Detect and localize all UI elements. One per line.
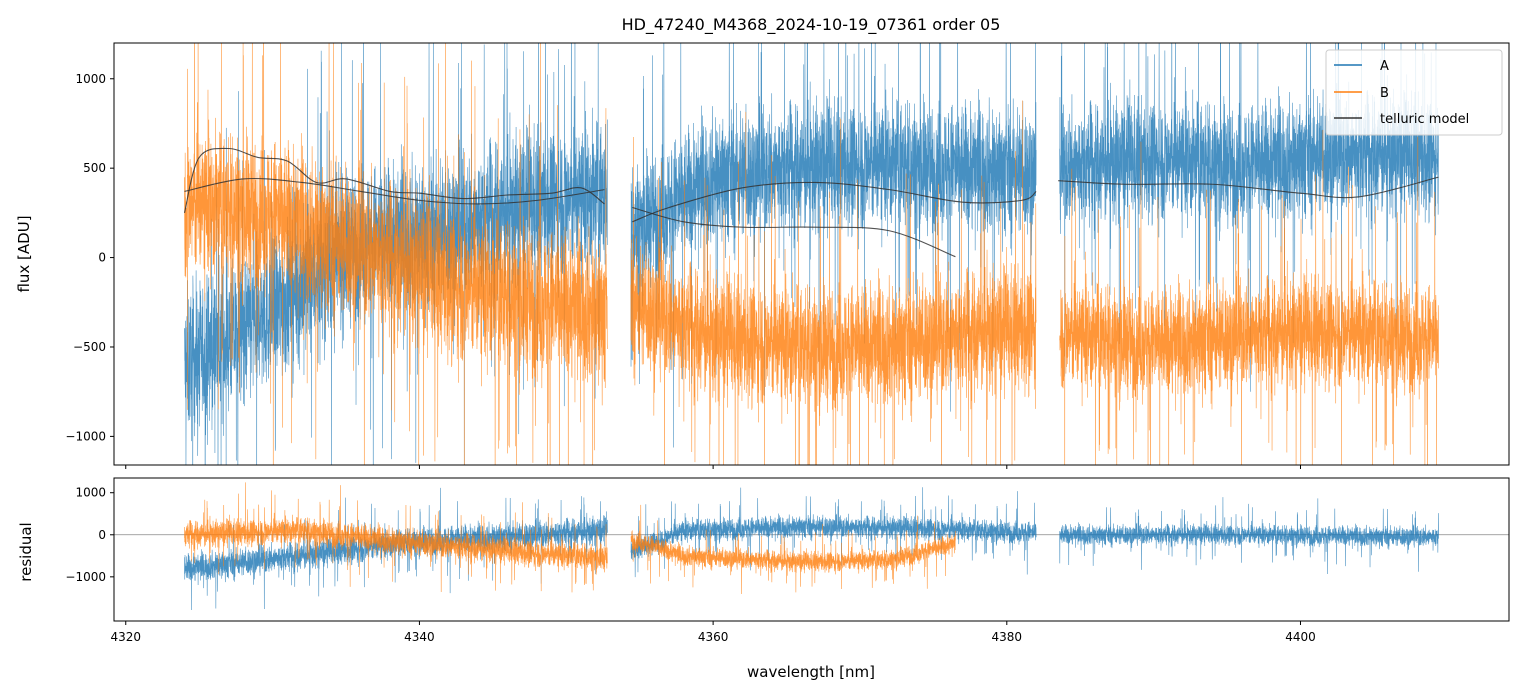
- telluric-model-curve-3: [632, 181, 1037, 223]
- main-y-axis: −1000 −500 0 500 1000: [65, 72, 114, 443]
- telluric-model-curve-2: [183, 147, 605, 214]
- residual-series-b-segment-2: [630, 504, 956, 595]
- residual-y-tick-label: −1000: [65, 570, 106, 584]
- main-series-a-segment-1: [184, 43, 608, 465]
- residual-x-tick-label: 4380: [992, 630, 1023, 644]
- residual-x-tick-label: 4360: [698, 630, 729, 644]
- main-panel: −1000 −500 0 500 1000 flux [ADU] A B telluri…: [15, 42, 1510, 469]
- residual-x-axis: 4320 4340 4360 4380 4400: [110, 621, 1316, 644]
- main-y-tick-label: −1000: [65, 429, 106, 443]
- main-series-a-segment-3: [1059, 43, 1439, 392]
- main-x-axis: [125, 465, 1301, 469]
- residual-series-a-segment-3: [1059, 497, 1439, 575]
- residual-x-tick-label: 4340: [404, 630, 435, 644]
- legend-label-a: A: [1380, 59, 1389, 74]
- main-y-tick-label: 1000: [75, 72, 106, 86]
- residual-x-tick-label: 4320: [110, 630, 141, 644]
- main-y-tick-label: −500: [73, 340, 106, 354]
- main-series-b-segment-2: [630, 100, 1037, 465]
- telluric-model-curve-5: [1058, 176, 1439, 199]
- residual-y-tick-label: 1000: [75, 486, 106, 500]
- residual-panel: −1000 0 1000 4320 4340 4360 4380 4400 residual…: [17, 477, 1510, 681]
- telluric-model-curve-1: [184, 177, 605, 205]
- chart-title: HD_47240_M4368_2024-10-19_07361 order 05: [622, 15, 1001, 35]
- residual-series-a-segment-2: [630, 487, 1037, 578]
- residual-plot-frame: [113, 477, 1510, 622]
- legend-label-telluric: telluric model: [1380, 112, 1469, 127]
- main-series-group: [183, 43, 1439, 465]
- main-series-a-segment-2: [630, 43, 1037, 448]
- main-series-b-segment-1: [184, 43, 608, 465]
- residual-y-axis: −1000 0 1000: [65, 486, 114, 584]
- main-y-tick-label: 500: [83, 161, 106, 175]
- legend: A B telluric model: [1325, 49, 1503, 136]
- main-y-tick-label: 0: [98, 251, 106, 265]
- residual-y-axis-label: residual: [17, 522, 35, 581]
- main-plot-frame: [113, 42, 1510, 466]
- main-y-axis-label: flux [ADU]: [15, 215, 33, 292]
- residual-y-tick-label: 0: [98, 528, 106, 542]
- legend-box: [1325, 49, 1503, 136]
- residual-series-group: [114, 482, 1509, 610]
- x-axis-label: wavelength [nm]: [747, 663, 875, 681]
- residual-x-tick-label: 4400: [1285, 630, 1316, 644]
- legend-label-b: B: [1380, 86, 1389, 101]
- telluric-model-curve-4: [632, 206, 956, 258]
- main-series-b-segment-3: [1059, 130, 1439, 465]
- residual-series-b-segment-1: [184, 482, 608, 593]
